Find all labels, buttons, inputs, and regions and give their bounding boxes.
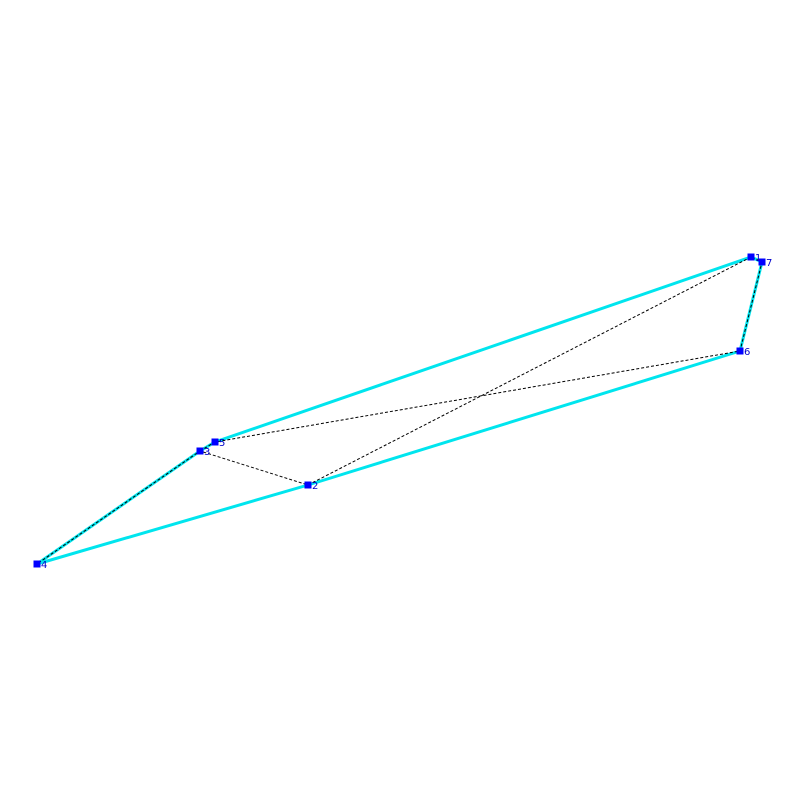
node-marker [736, 347, 744, 355]
convex-hull [36, 255, 764, 566]
node-label: 6 [744, 347, 750, 358]
node-label: 1 [755, 253, 761, 264]
node-marker [747, 253, 755, 261]
node-marker [196, 447, 204, 455]
dashed-path [199, 256, 763, 452]
node-marker [304, 481, 312, 489]
node-marker [211, 438, 219, 446]
node-label: 3 [204, 447, 210, 458]
node-label: 7 [766, 258, 772, 269]
node-label: 5 [219, 438, 225, 449]
node-label: 4 [41, 560, 47, 571]
node-label: 2 [312, 481, 318, 492]
node-marker [758, 258, 766, 266]
node-marker [33, 560, 41, 568]
dashed-path [36, 256, 752, 565]
